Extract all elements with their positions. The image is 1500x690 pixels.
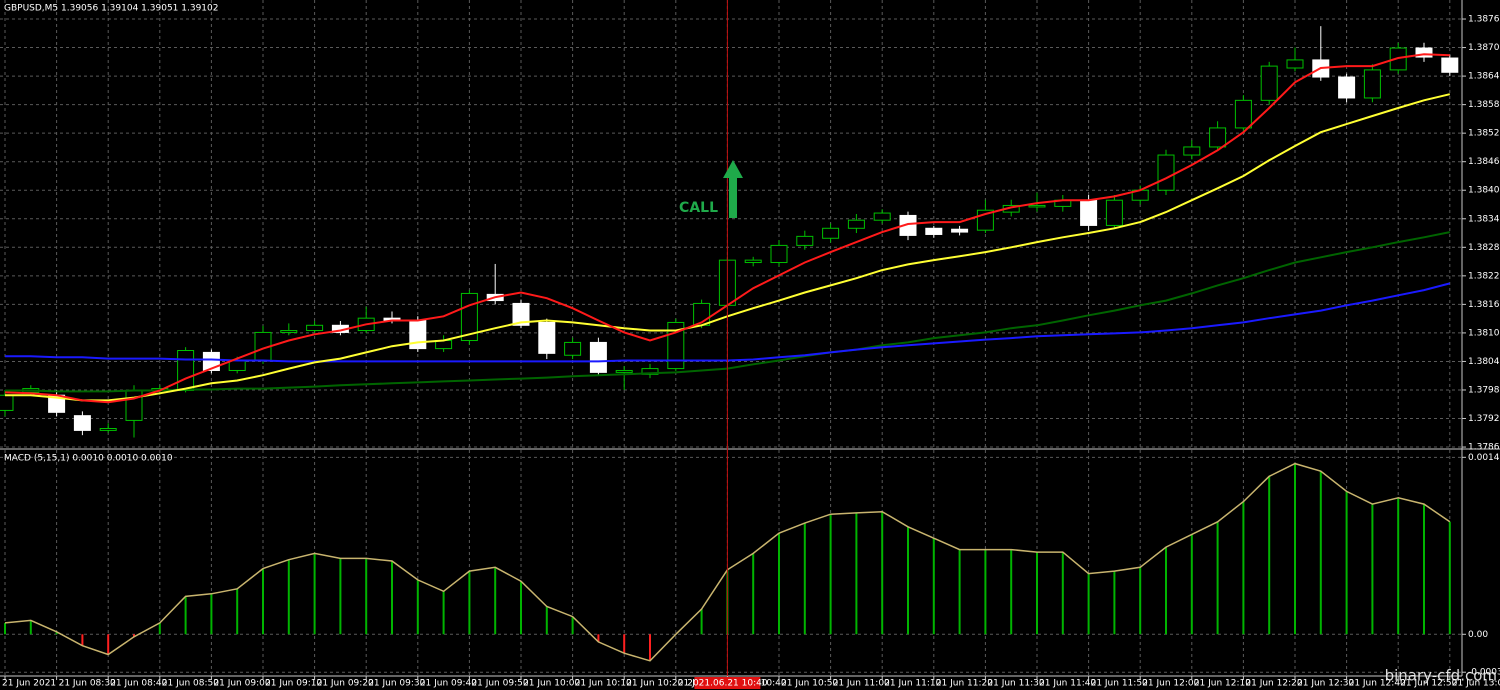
y-tick-label: 1.37925 [1468, 414, 1500, 424]
y-tick-label: 1.38765 [1468, 15, 1500, 25]
candle-body [873, 212, 891, 221]
x-tick-label: 21 Jun 09:50 [471, 679, 528, 689]
candle-body [822, 227, 840, 239]
x-tick-label: 21 Jun 11:50 [1091, 679, 1148, 689]
x-tick-label: 21 Jun 12:10 [1194, 679, 1251, 689]
x-tick-label: 21 Jun 11:00 [833, 679, 890, 689]
candle-body [125, 389, 143, 421]
x-tick-label: 21 Jun 10:20 [626, 679, 683, 689]
x-tick-label: 21 Jun 10:10 [575, 679, 632, 689]
x-tick-label: 21 Jun 09:30 [368, 679, 425, 689]
candle-body [1441, 57, 1459, 73]
candle-body [925, 227, 943, 235]
y-tick-label: 1.38645 [1468, 72, 1500, 82]
x-tick-label: 21 Jun 08:50 [162, 679, 219, 689]
y-tick-label: -0.0003 [1468, 668, 1500, 678]
x-tick-label: 21 Jun 12:20 [1245, 679, 1302, 689]
y-tick-label: 1.38465 [1468, 157, 1500, 167]
call-arrow [723, 160, 743, 218]
candle-body [770, 244, 788, 264]
candle-body [1260, 65, 1278, 101]
candle-body [615, 369, 633, 373]
candle-body [460, 292, 478, 342]
x-tick-label: 21 Jun 09:20 [317, 679, 374, 689]
crosshair-label-box [694, 677, 761, 689]
x-tick-label: 21 Jun 12:50 [1400, 679, 1457, 689]
y-tick-label: 1.38045 [1468, 357, 1500, 367]
candle-body [202, 351, 220, 371]
candle-body [1234, 99, 1252, 129]
candle-body [744, 259, 762, 264]
y-tick-label: 1.37865 [1468, 443, 1500, 453]
candle-body [899, 214, 917, 236]
x-tick-label: 21 Jun 09:00 [213, 679, 270, 689]
candle-body [228, 359, 246, 371]
candle-body [538, 321, 556, 354]
x-tick-label: 21 Jun 10:00 [523, 679, 580, 689]
candle-body [951, 228, 969, 233]
candle-body [99, 428, 117, 431]
candle-body [177, 350, 195, 391]
x-tick-label: 21 Jun 10:50 [781, 679, 838, 689]
candle-body [1105, 199, 1123, 226]
y-tick-label: 1.38585 [1468, 100, 1500, 110]
chart-title: GBPUSD,M5 1.39056 1.39104 1.39051 1.3910… [4, 4, 218, 14]
candle-body [1157, 154, 1175, 191]
x-tick-label: 21 Jun 09:10 [265, 679, 322, 689]
macd-title: MACD (5,15,1) 0.0010 0.0010 0.0010 [4, 454, 173, 464]
candle-body [1363, 69, 1381, 99]
call-label: CALL [679, 200, 718, 216]
y-tick-label: 1.38165 [1468, 300, 1500, 310]
x-tick-label: 21 Jun 12:00 [1142, 679, 1199, 689]
y-tick-label: 1.38105 [1468, 328, 1500, 338]
x-tick-label: 21 Jun 11:30 [987, 679, 1044, 689]
candle-body [0, 394, 14, 411]
x-tick-label: 21 Jun 2021 [2, 679, 56, 689]
y-tick-label: 1.37985 [1468, 385, 1500, 395]
x-tick-label: 21 Jun 12:40 [1349, 679, 1406, 689]
candle-body [1183, 146, 1201, 156]
candle-body [1080, 199, 1098, 226]
candle-body [1338, 76, 1356, 99]
x-tick-label: 21 Jun 12:30 [1297, 679, 1354, 689]
x-tick-label: 21 Jun 11:20 [936, 679, 993, 689]
x-tick-label: 21 Jun 09:40 [420, 679, 477, 689]
candle-body [1028, 204, 1046, 208]
y-tick-label: 0.00 [1468, 630, 1488, 640]
candle-body [1286, 59, 1304, 69]
candle-body [1415, 47, 1433, 58]
candle-body [1209, 127, 1227, 148]
crosshair-label: 2021.06.21 10:40 [687, 679, 768, 689]
candle-body [512, 302, 530, 326]
candle-body [306, 324, 324, 332]
watermark: binary-cfd.com [1385, 667, 1497, 685]
x-tick-label: 21 Jun 11:10 [884, 679, 941, 689]
candle-body [409, 320, 427, 350]
x-tick-label: 21 Jun 13:00 [1452, 679, 1500, 689]
candle-body [589, 341, 607, 373]
x-tick-label: 21 Jun 08:40 [110, 679, 167, 689]
y-tick-label: 1.38345 [1468, 214, 1500, 224]
y-tick-label: 1.38705 [1468, 43, 1500, 53]
y-tick-label: 1.38285 [1468, 243, 1500, 253]
x-tick-label: 21 Jun 11:40 [1039, 679, 1096, 689]
candle-body [564, 341, 582, 356]
x-tick-label: 21 Jun 08:30 [59, 679, 116, 689]
y-tick-label: 1.38405 [1468, 186, 1500, 196]
y-tick-label: 1.38525 [1468, 129, 1500, 139]
candle-body [73, 415, 91, 431]
candle-body [280, 330, 298, 333]
candle-body [796, 235, 814, 246]
candle-body [847, 219, 865, 229]
y-tick-label: 1.38225 [1468, 271, 1500, 281]
y-tick-label: 0.0014 [1468, 453, 1500, 463]
